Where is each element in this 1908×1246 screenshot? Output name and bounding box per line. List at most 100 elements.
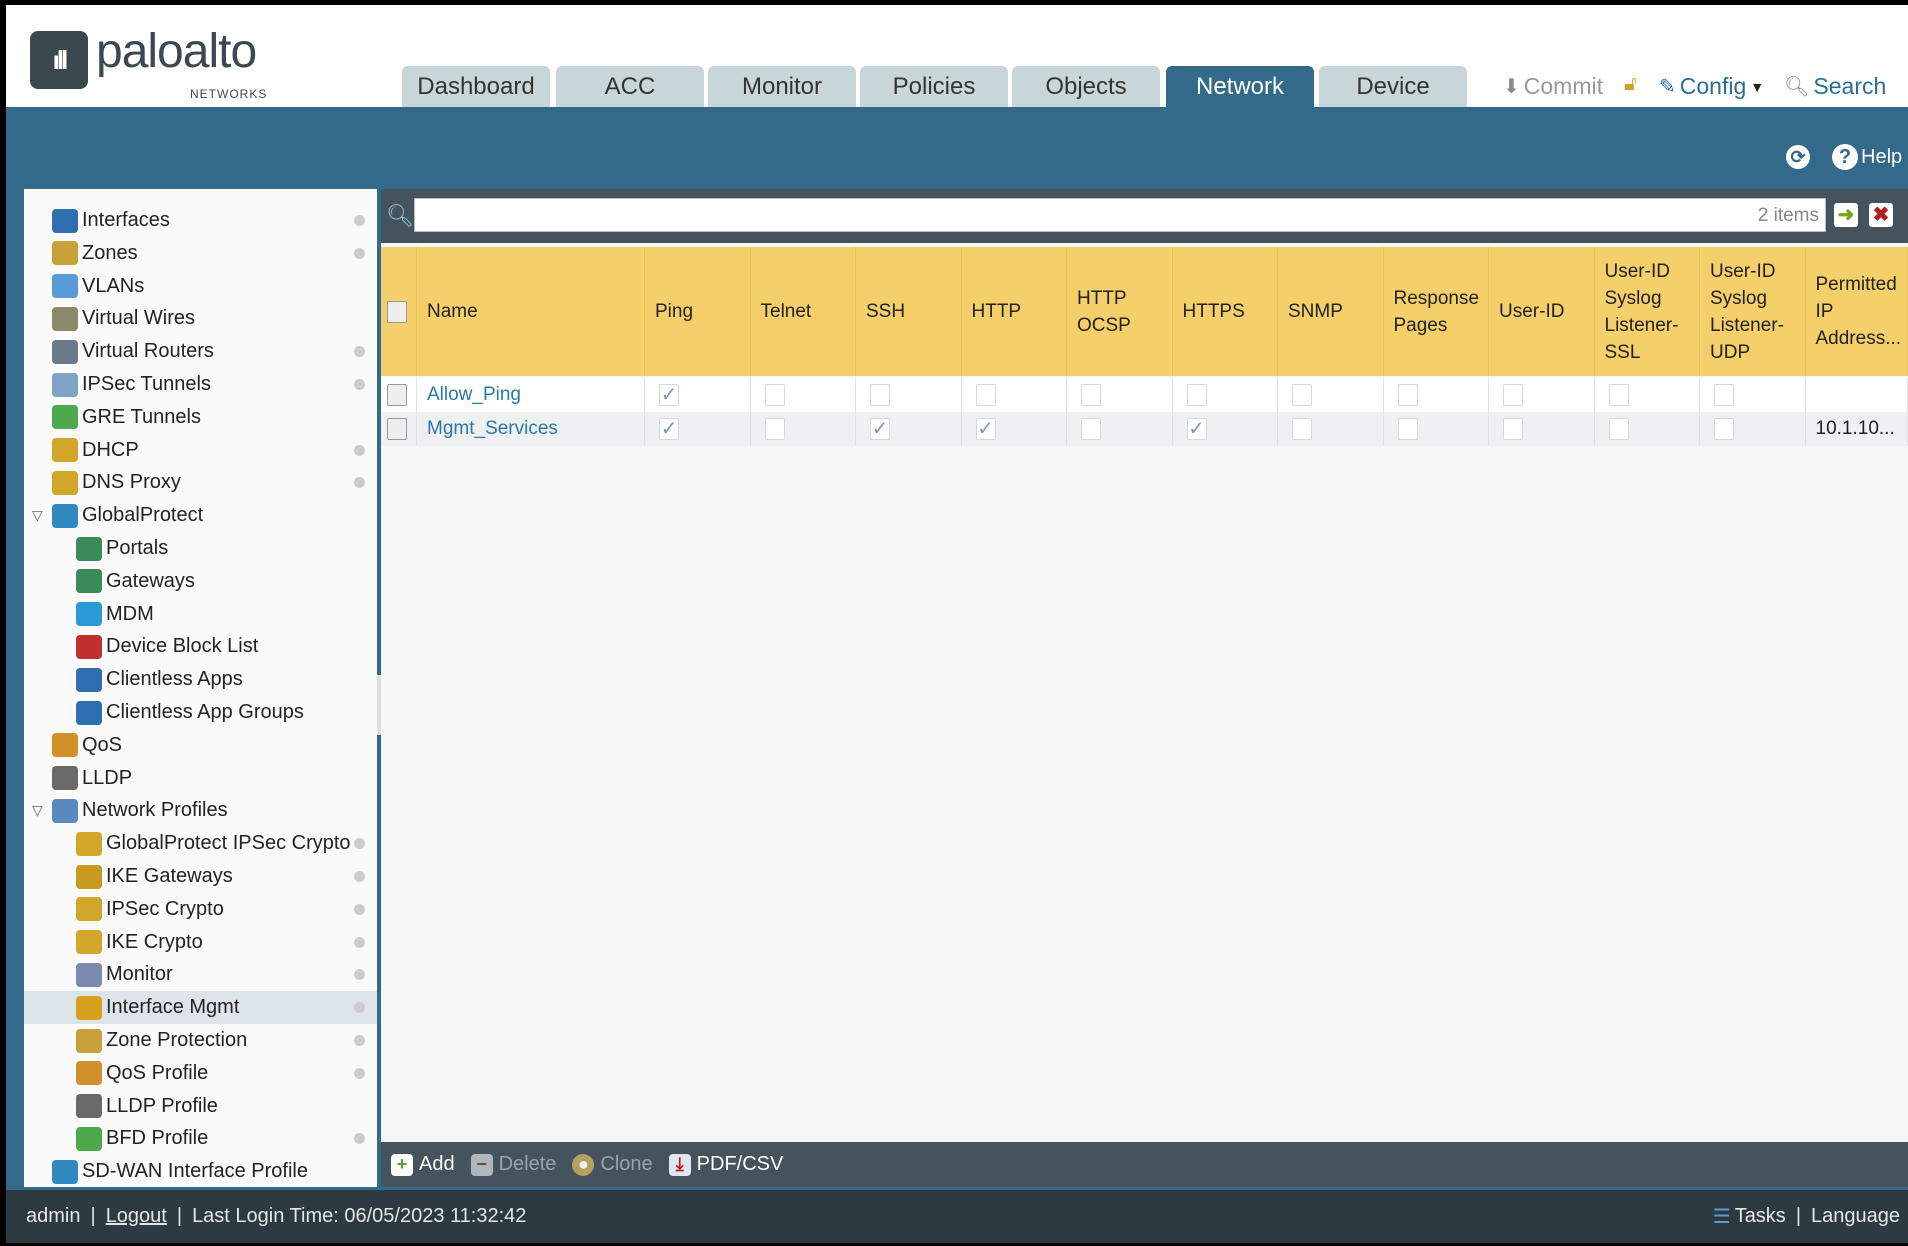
sidebar-item-dhcp[interactable]: DHCP [24,434,377,467]
sidebar-item-zones[interactable]: Zones [24,237,377,270]
logout-link[interactable]: Logout [105,1205,167,1227]
sidebar-item-dns-proxy[interactable]: DNS Proxy [24,466,377,499]
check-cell: ✓ [1173,412,1278,446]
sidebar-item-network-profiles[interactable]: ▽ Network Profiles [24,794,377,827]
lock-button[interactable]: 🔓︎ [1624,73,1637,96]
sidebar-item-interface-mgmt[interactable]: Interface Mgmt [24,991,377,1025]
sidebar-item-portals[interactable]: Portals [24,532,377,565]
add-button[interactable]: + Add [391,1153,455,1176]
sidebar-item-ike-crypto[interactable]: IKE Crypto [24,926,377,959]
refresh-icon[interactable]: ⟳ [1786,145,1810,169]
sidebar-item-qos-profile[interactable]: QoS Profile [24,1057,377,1090]
sidebar-item-ipsec-crypto[interactable]: IPSec Crypto [24,893,377,926]
tab-dashboard[interactable]: Dashboard [402,66,550,107]
row-checkbox[interactable] [387,384,407,406]
sidebar-item-bfd-profile[interactable]: BFD Profile [24,1122,377,1155]
sidebar-item-lldp[interactable]: LLDP [24,762,377,795]
commit-button[interactable]: ⬇ Commit [1503,73,1603,100]
column-header-ssh[interactable]: SSH [856,247,962,376]
clone-button[interactable]: ● Clone [572,1153,653,1176]
column-header-telnet[interactable]: Telnet [750,247,856,376]
sidebar-item-virtual-wires[interactable]: Virtual Wires [24,302,377,335]
select-all-checkbox[interactable] [387,300,407,323]
pdf-icon: ⤓ [668,1153,691,1176]
column-header-permitted-ip-address-[interactable]: Permitted IP Address... [1805,247,1908,376]
monitor-icon [76,962,102,987]
qos-icon [52,733,78,758]
expand-arrow-icon[interactable]: ▽ [32,507,43,524]
column-header-https[interactable]: HTTPS [1172,247,1278,376]
pdf-csv-button[interactable]: ⤓ PDF/CSV [668,1153,783,1176]
column-header-http[interactable]: HTTP [961,247,1067,376]
tab-acc[interactable]: ACC [556,66,704,107]
sidebar-item-lldp-profile[interactable]: LLDP Profile [24,1090,377,1123]
sidebar-item-sd-wan-interface-profile[interactable]: SD-WAN Interface Profile [24,1155,377,1187]
sidebar-item-ike-gateways[interactable]: IKE Gateways [24,860,377,893]
name-link[interactable]: Allow_Ping [427,384,521,405]
filter-input[interactable]: 2 items [414,198,1826,232]
apply-filter-icon[interactable]: ➜ [1834,203,1858,227]
sidebar-item-ipsec-tunnels[interactable]: IPSec Tunnels [24,368,377,401]
sidebar-item-mdm[interactable]: MDM [24,598,377,631]
delete-label: Delete [498,1153,557,1175]
table-row[interactable] [381,378,1908,412]
globalprotect-icon [52,503,78,528]
column-header-name[interactable]: Name [417,247,645,376]
sidebar-item-label: Virtual Wires [82,307,195,330]
tab-network[interactable]: Network [1166,66,1314,107]
column-header-snmp[interactable]: SNMP [1278,247,1384,376]
sidebar-item-device-block-list[interactable]: Device Block List [24,630,377,663]
row-checkbox[interactable] [387,418,407,440]
chevron-down-icon: ▼ [1750,78,1765,95]
sidebar-item-clientless-apps[interactable]: Clientless Apps [24,663,377,696]
header: ıll paloalto NETWORKS Dashboard ACC Monito… [6,5,1908,107]
sidebar-item-gateways[interactable]: Gateways [24,565,377,598]
status-dot-icon [354,477,365,489]
help-button[interactable]: ? Help [1832,144,1902,170]
column-header-user-id[interactable]: User-ID [1489,247,1595,376]
lldp-profile-icon [76,1094,102,1119]
unchecked-icon [1397,384,1418,406]
row-select-cell[interactable] [381,378,417,412]
sidebar-item-virtual-routers[interactable]: Virtual Routers [24,335,377,368]
column-header-response-pages[interactable]: Response Pages [1383,247,1489,376]
config-menu[interactable]: ✎ Config ▼ [1659,73,1764,100]
status-dot-icon [354,1002,365,1014]
name-link[interactable]: Mgmt_Services [427,418,558,439]
sidebar-item-zone-protection[interactable]: Zone Protection [24,1024,377,1057]
sidebar-item-monitor[interactable]: Monitor [24,958,377,991]
sidebar-item-gre-tunnels[interactable]: GRE Tunnels [24,401,377,434]
column-header-ping[interactable]: Ping [645,247,751,376]
last-login-time: Last Login Time: 06/05/2023 11:32:42 [192,1205,527,1227]
status-dot-icon [354,1067,365,1079]
column-header-http-ocsp[interactable]: HTTP OCSP [1067,247,1173,376]
search-button[interactable]: 🔍︎ Search [1784,73,1886,100]
sidebar-item-interfaces[interactable]: Interfaces [24,204,377,237]
language-link[interactable]: Language [1811,1205,1900,1227]
sidebar-item-qos[interactable]: QoS [24,729,377,762]
tab-objects[interactable]: Objects [1012,66,1160,107]
lldp-icon [52,766,78,791]
tab-device[interactable]: Device [1319,66,1467,107]
help-icon: ? [1832,144,1858,170]
sidebar-item-clientless-app-groups[interactable]: Clientless App Groups [24,696,377,729]
check-cell [1278,378,1384,412]
ipsec-tunnels-icon [52,372,78,397]
expand-arrow-icon[interactable]: ▽ [32,802,43,819]
tab-monitor[interactable]: Monitor [708,66,856,107]
sidebar-item-globalprotect[interactable]: ▽ GlobalProtect [24,499,377,532]
sidebar-item-globalprotect-ipsec-crypto[interactable]: GlobalProtect IPSec Crypto [24,827,377,860]
header-select-all[interactable] [381,247,417,376]
unchecked-icon [1292,384,1312,406]
tasks-button[interactable]: ☰ Tasks [1713,1204,1786,1229]
row-select-cell[interactable] [381,412,417,446]
zone-protection-icon [76,1028,102,1053]
clear-filter-icon[interactable]: ✖ [1869,203,1893,227]
delete-button[interactable]: − Delete [470,1153,557,1176]
column-header-user-id-syslog-listener-udp[interactable]: User-ID Syslog Listener-UDP [1700,247,1806,376]
tab-policies[interactable]: Policies [860,66,1008,107]
sidebar-collapse-handle[interactable] [377,675,381,735]
column-header-user-id-syslog-listener-ssl[interactable]: User-ID Syslog Listener-SSL [1594,247,1700,376]
table-row[interactable] [381,412,1908,446]
sidebar-item-vlans[interactable]: VLANs [24,270,377,303]
